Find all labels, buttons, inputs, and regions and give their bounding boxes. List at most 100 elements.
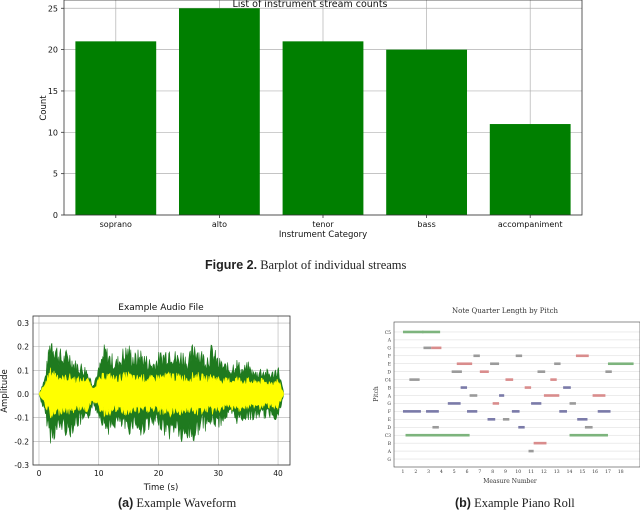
pr-y-tick-label: E xyxy=(388,417,391,423)
piano-roll-note xyxy=(499,394,505,397)
bar-y-tick-label: 25 xyxy=(48,4,58,13)
piano-roll-note xyxy=(511,410,520,413)
piano-roll-note xyxy=(426,410,439,413)
caption-a-label: (a) xyxy=(118,496,134,510)
figure-2-text: Barplot of individual streams xyxy=(260,258,407,272)
pr-x-tick-label: 11 xyxy=(528,469,534,475)
bar-chart-y-label: Count xyxy=(39,95,49,121)
piano-roll-notes xyxy=(402,330,634,453)
pr-y-tick-label: G xyxy=(387,457,391,463)
wave-y-tick-label: 0.2 xyxy=(17,343,29,352)
waveform-frame xyxy=(32,315,291,466)
piano-roll-note xyxy=(524,386,532,389)
piano-roll-note xyxy=(563,386,571,389)
wave-y-tick-label: 0.0 xyxy=(17,390,29,399)
pr-y-tick-label: B xyxy=(388,385,392,391)
bar-soprano xyxy=(75,41,157,215)
caption-b-text: Example Piano Roll xyxy=(474,496,575,510)
wave-x-tick-label: 20 xyxy=(154,469,164,478)
pr-x-tick-label: 18 xyxy=(618,469,624,475)
piano-roll-frame xyxy=(393,321,640,468)
piano-roll-note xyxy=(584,425,593,429)
piano-roll-note xyxy=(473,354,480,358)
piano-roll-note xyxy=(528,449,534,453)
piano-roll-note xyxy=(423,346,432,350)
pr-y-tick-label: A xyxy=(387,393,392,399)
pr-y-tick-label: A xyxy=(387,449,392,455)
piano-roll-note xyxy=(467,410,478,413)
piano-roll-note xyxy=(405,433,470,437)
pr-y-tick-label: C3 xyxy=(385,433,391,439)
piano-roll-note xyxy=(487,418,496,421)
pr-y-tick-label: C5 xyxy=(385,330,391,336)
piano-roll-note xyxy=(515,354,523,358)
pr-y-tick-label: E xyxy=(388,362,391,368)
bar-x-tick-label: bass xyxy=(417,220,435,229)
piano-roll-note xyxy=(505,378,514,381)
piano-roll-chart: Note Quarter Length by Pitch C5AGFEDC4BA… xyxy=(373,307,640,485)
pr-x-tick-label: 8 xyxy=(491,469,494,475)
pr-y-tick-label: F xyxy=(388,354,391,360)
pr-x-tick-label: 2 xyxy=(414,469,417,475)
piano-roll-note xyxy=(479,370,489,373)
piano-roll-note xyxy=(469,394,478,397)
piano-roll-note xyxy=(402,410,421,413)
bar-y-tick-label: 10 xyxy=(48,128,58,137)
piano-roll-note xyxy=(559,410,567,413)
pr-y-tick-label: D xyxy=(387,369,391,375)
pr-x-tick-label: 4 xyxy=(440,469,443,475)
piano-roll-note xyxy=(569,433,608,437)
piano-roll-note xyxy=(605,370,612,373)
bar-chart: List of instrument stream counts 0 5 10 15 2… xyxy=(39,0,583,240)
piano-roll-note xyxy=(456,362,473,366)
pr-x-tick-label: 15 xyxy=(579,469,585,475)
piano-roll-note xyxy=(533,441,547,445)
pr-y-tick-label: G xyxy=(387,401,391,407)
piano-roll-note xyxy=(451,370,462,373)
bar-tenor xyxy=(282,41,364,215)
bar-y-tick-label: 15 xyxy=(48,87,58,96)
caption-b: (b) Example Piano Roll xyxy=(455,496,575,511)
piano-roll-x-ticks: 1 2 3 4 5 6 7 8 9 10 11 12 13 14 15 16 17 18 xyxy=(402,469,624,475)
caption-a: (a) Example Waveform xyxy=(118,496,236,511)
pr-y-tick-label: B xyxy=(388,441,392,447)
wave-y-tick-label: 0.1 xyxy=(17,366,29,375)
pr-x-tick-label: 16 xyxy=(592,469,598,475)
wave-x-tick-label: 10 xyxy=(94,469,104,478)
bar-accompaniment xyxy=(489,124,571,215)
piano-roll-note xyxy=(432,425,439,429)
waveform-y-label: Amplitude xyxy=(0,369,10,413)
waveform-title: Example Audio File xyxy=(118,303,204,313)
piano-roll-note xyxy=(537,370,546,373)
piano-roll-note xyxy=(577,418,588,421)
bar-x-tick-label: alto xyxy=(212,220,227,229)
waveform-signal xyxy=(38,342,284,444)
pr-x-tick-label: 17 xyxy=(605,469,611,475)
pr-y-tick-label: C4 xyxy=(385,377,391,383)
bar-chart-x-ticks: soprano alto tenor bass accompaniment xyxy=(100,215,562,229)
piano-roll-note xyxy=(402,330,424,334)
piano-roll-title: Note Quarter Length by Pitch xyxy=(452,307,558,315)
pr-x-tick-label: 3 xyxy=(427,469,430,475)
piano-roll-note xyxy=(490,362,500,366)
piano-roll-note xyxy=(592,394,606,397)
piano-roll-note xyxy=(607,362,634,366)
pr-x-tick-label: 10 xyxy=(515,469,521,475)
waveform-chart: Example Audio File 0.3 0.2 0.1 0.0 -0.1 -0.2 -… xyxy=(0,303,291,493)
bar-chart-x-label: Instrument Category xyxy=(279,230,367,240)
piano-roll-note xyxy=(409,378,420,381)
piano-roll-note xyxy=(569,402,576,405)
wave-x-tick-label: 0 xyxy=(37,469,42,478)
piano-roll-note xyxy=(460,386,468,389)
piano-roll-note xyxy=(575,354,589,358)
pr-x-tick-label: 7 xyxy=(478,469,481,475)
pr-x-tick-label: 6 xyxy=(466,469,469,475)
piano-roll-note xyxy=(431,346,442,350)
figure-2-caption: Figure 2. Barplot of individual streams xyxy=(205,258,406,273)
piano-roll-note xyxy=(531,402,542,405)
bar-chart-y-ticks: 0 5 10 15 20 25 xyxy=(48,4,64,220)
bar-x-tick-label: soprano xyxy=(100,220,132,229)
pr-x-tick-label: 5 xyxy=(453,469,456,475)
waveform-inner-signal xyxy=(38,367,284,419)
piano-roll-note xyxy=(492,402,500,405)
